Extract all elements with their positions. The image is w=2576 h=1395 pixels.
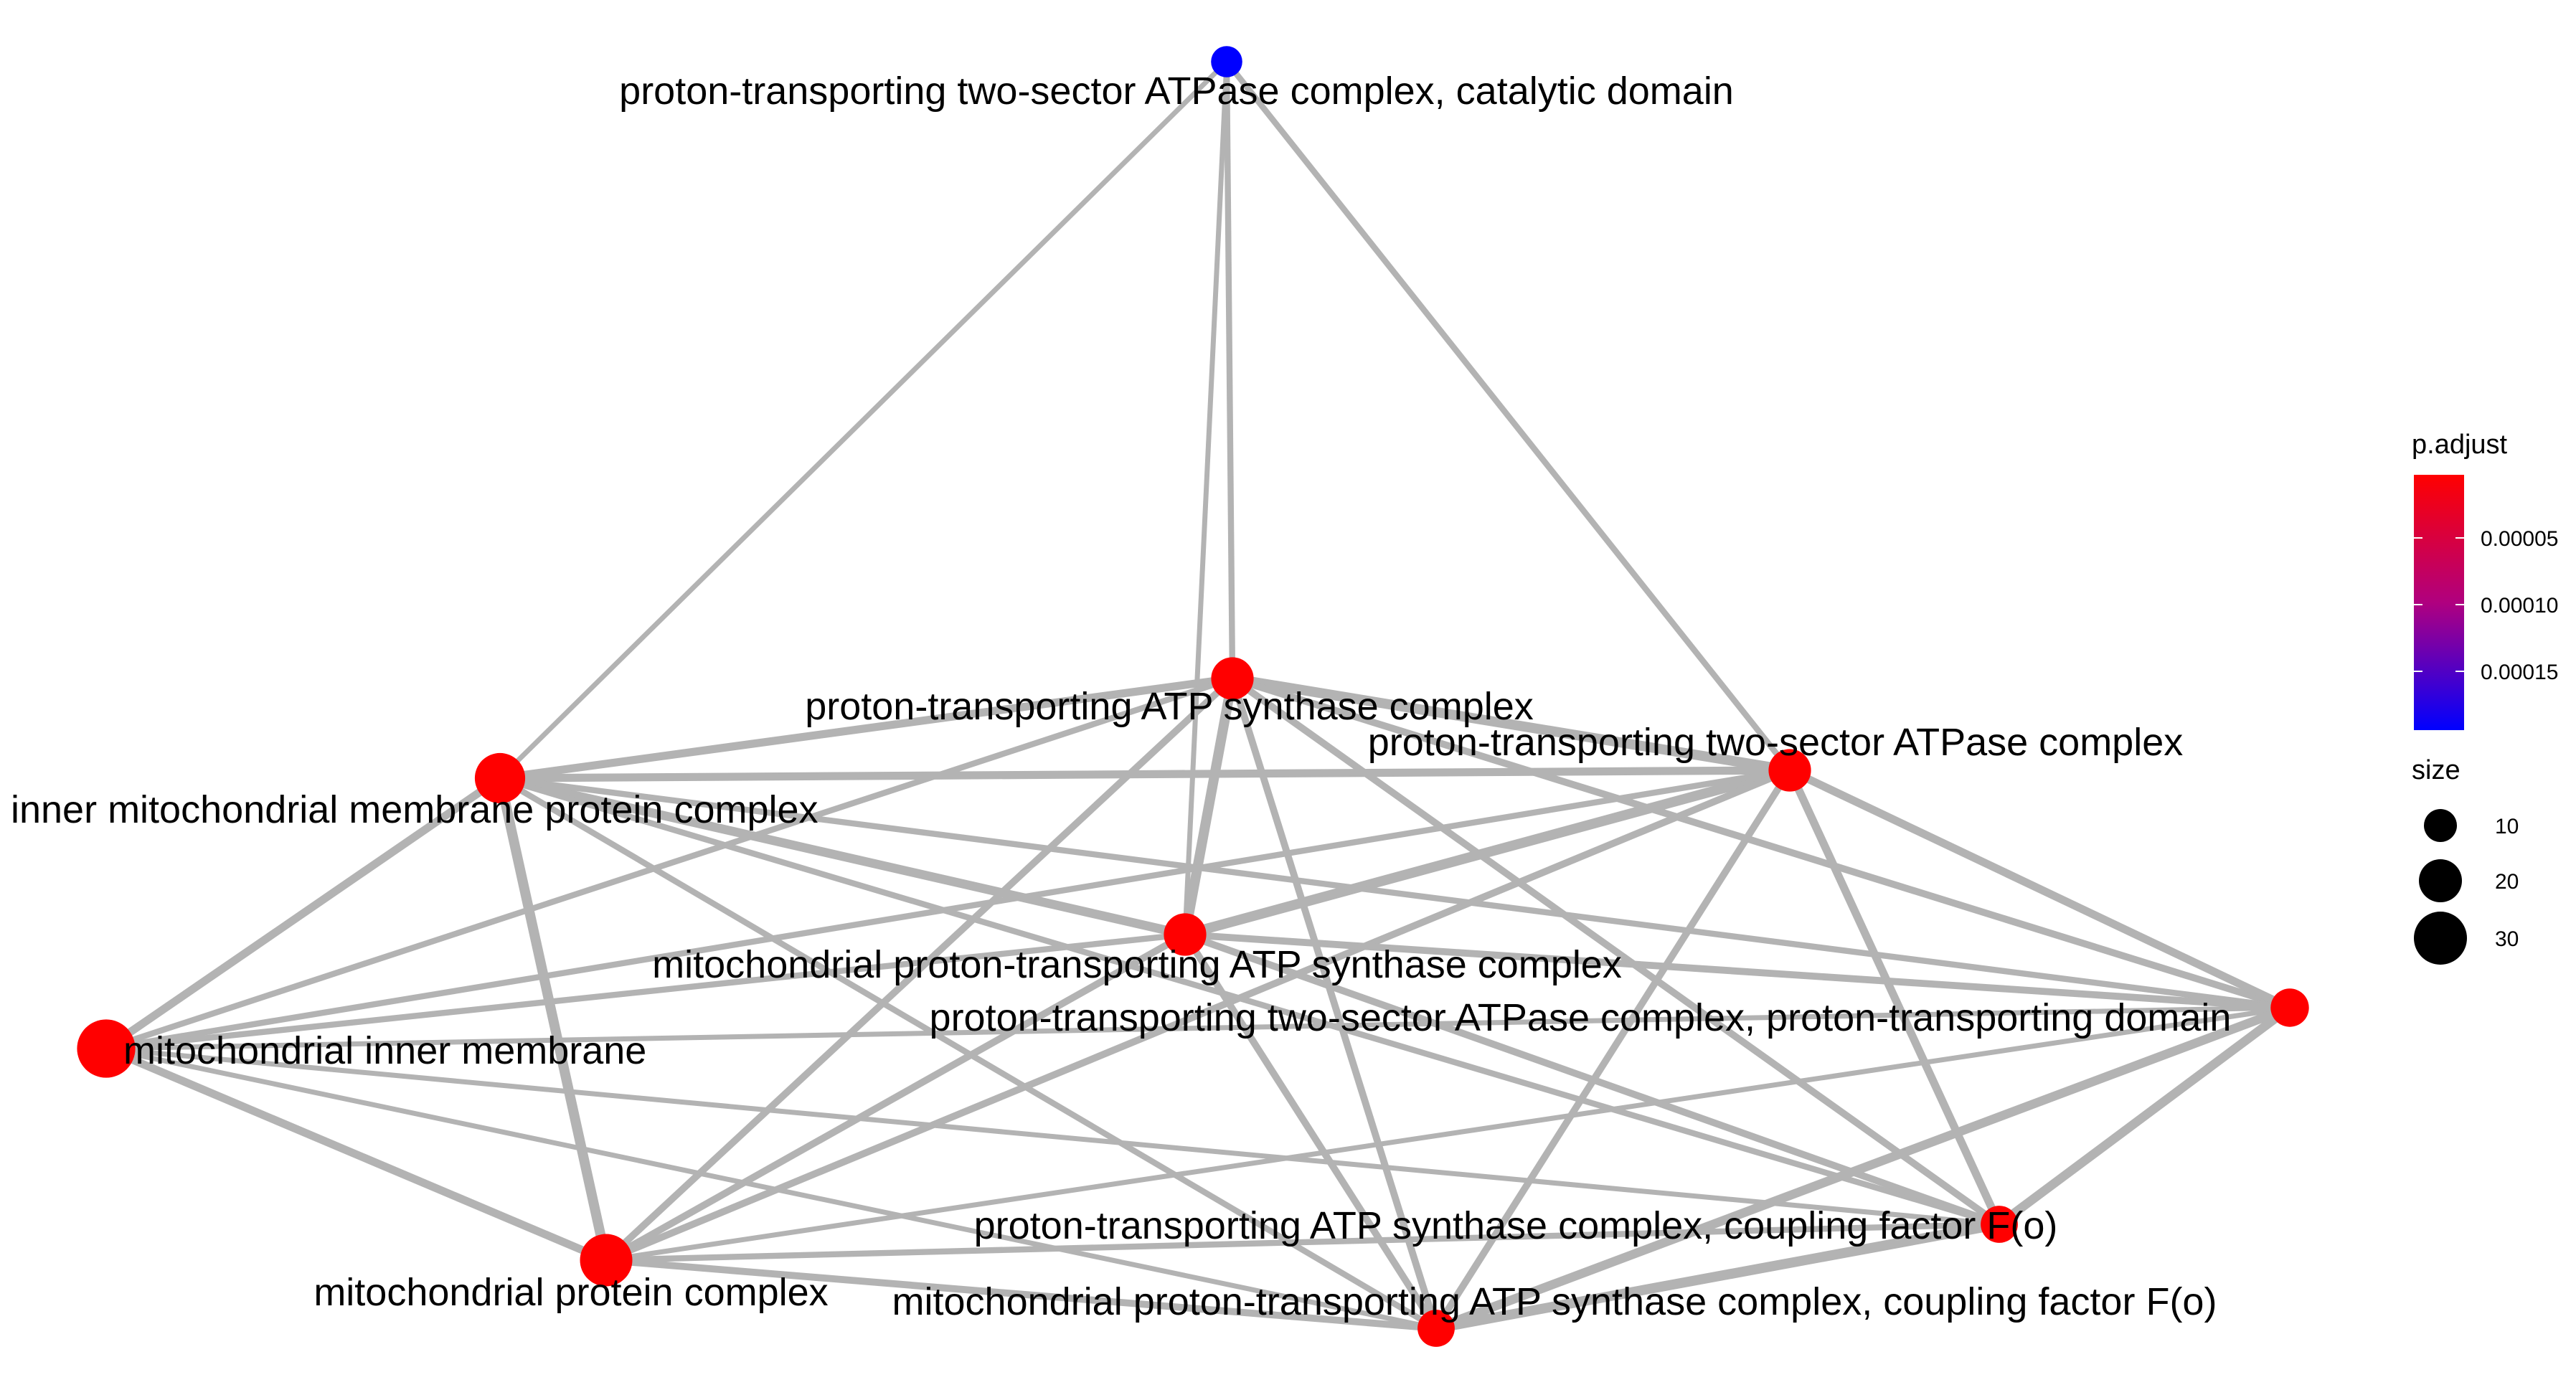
legend: p.adjust 0.00005 0.00010 0.00015 size 10… xyxy=(2412,430,2558,965)
network-edge xyxy=(105,931,1186,1052)
network-edge xyxy=(1184,931,2290,1011)
network-node xyxy=(77,1019,136,1078)
network-node xyxy=(580,1234,633,1287)
network-edge xyxy=(1785,768,2004,1226)
network-node-label: proton-transporting two-sector ATPase co… xyxy=(619,70,1734,113)
network-edge xyxy=(499,775,2001,1228)
network-edge xyxy=(605,1257,1437,1332)
network-node-label: proton-transporting two-sector ATPase co… xyxy=(930,996,2232,1039)
legend-size-tick: 30 xyxy=(2495,927,2519,951)
network-node xyxy=(1417,1310,1455,1347)
legend-size-swatch xyxy=(2424,809,2457,842)
nodes-layer xyxy=(77,46,2309,1347)
legend-color-tick: 0.00010 xyxy=(2481,594,2558,618)
network-edge xyxy=(1184,765,1791,940)
network-edge xyxy=(499,775,2290,1011)
network-node-label: inner mitochondrial membrane protein com… xyxy=(11,788,818,831)
network-edge xyxy=(1788,766,2292,1012)
network-edge xyxy=(1996,1003,2293,1229)
network-edge xyxy=(499,674,1233,782)
network-edge xyxy=(605,1221,2000,1264)
network-edge xyxy=(105,676,1234,1051)
network-edge xyxy=(605,1005,2290,1263)
legend-color-bar xyxy=(2414,475,2464,730)
network-edge xyxy=(495,777,611,1262)
network-edge xyxy=(1224,60,1793,772)
network-node-label: mitochondrial proton-transporting ATP sy… xyxy=(892,1280,2217,1323)
network-edge xyxy=(1180,677,1237,936)
network-node-label: mitochondrial protein complex xyxy=(313,1271,828,1314)
network-edge xyxy=(1231,673,1791,775)
legend-size-swatch xyxy=(2419,859,2462,902)
legend-size-title: size xyxy=(2412,755,2461,785)
network-node-label: proton-transporting ATP synthase complex xyxy=(805,685,1534,728)
network-node-label: mitochondrial inner membrane xyxy=(123,1029,646,1072)
network-edge xyxy=(1231,675,2291,1011)
network-edge xyxy=(104,1044,608,1264)
legend-size-tick: 10 xyxy=(2495,815,2519,838)
network-edge xyxy=(499,766,1791,782)
network-edge xyxy=(604,931,1187,1264)
network-edge xyxy=(105,1005,2290,1051)
network-node xyxy=(1211,46,1242,77)
network-edge xyxy=(1184,931,2001,1228)
network-edge xyxy=(105,1046,2000,1227)
legend-size-tick: 20 xyxy=(2495,870,2519,894)
network-edge xyxy=(1229,677,1440,1330)
labels-layer: proton-transporting two-sector ATPase co… xyxy=(11,70,2231,1323)
network-node xyxy=(1981,1206,2018,1243)
network-edge xyxy=(1434,1003,2292,1333)
network-node xyxy=(1164,913,1207,956)
legend-color-tick: 0.00005 xyxy=(2481,527,2558,551)
network-node xyxy=(2270,988,2309,1027)
network-node-label: proton-transporting two-sector ATPase co… xyxy=(1368,721,2184,764)
network-edge xyxy=(103,775,503,1052)
edges-layer xyxy=(103,60,2293,1333)
network-edge xyxy=(498,60,1229,780)
network-node-label: mitochondrial proton-transporting ATP sy… xyxy=(652,943,1622,986)
network-node-label: proton-transporting ATP synthase complex… xyxy=(974,1204,2058,1247)
legend-color-tick: 0.00015 xyxy=(2481,661,2558,684)
network-edge xyxy=(105,1046,1437,1331)
network-edge xyxy=(1223,61,1236,679)
network-edge xyxy=(1182,61,1230,935)
network-edge xyxy=(1435,1219,2001,1333)
network-node xyxy=(1768,749,1811,792)
network-edge xyxy=(605,767,1791,1264)
network-edge xyxy=(1181,932,1440,1330)
legend-color-title: p.adjust xyxy=(2412,430,2508,460)
legend-size-swatch xyxy=(2414,912,2467,965)
network-node xyxy=(474,752,526,804)
network-node xyxy=(1211,657,1254,700)
network-edge xyxy=(499,773,1186,940)
